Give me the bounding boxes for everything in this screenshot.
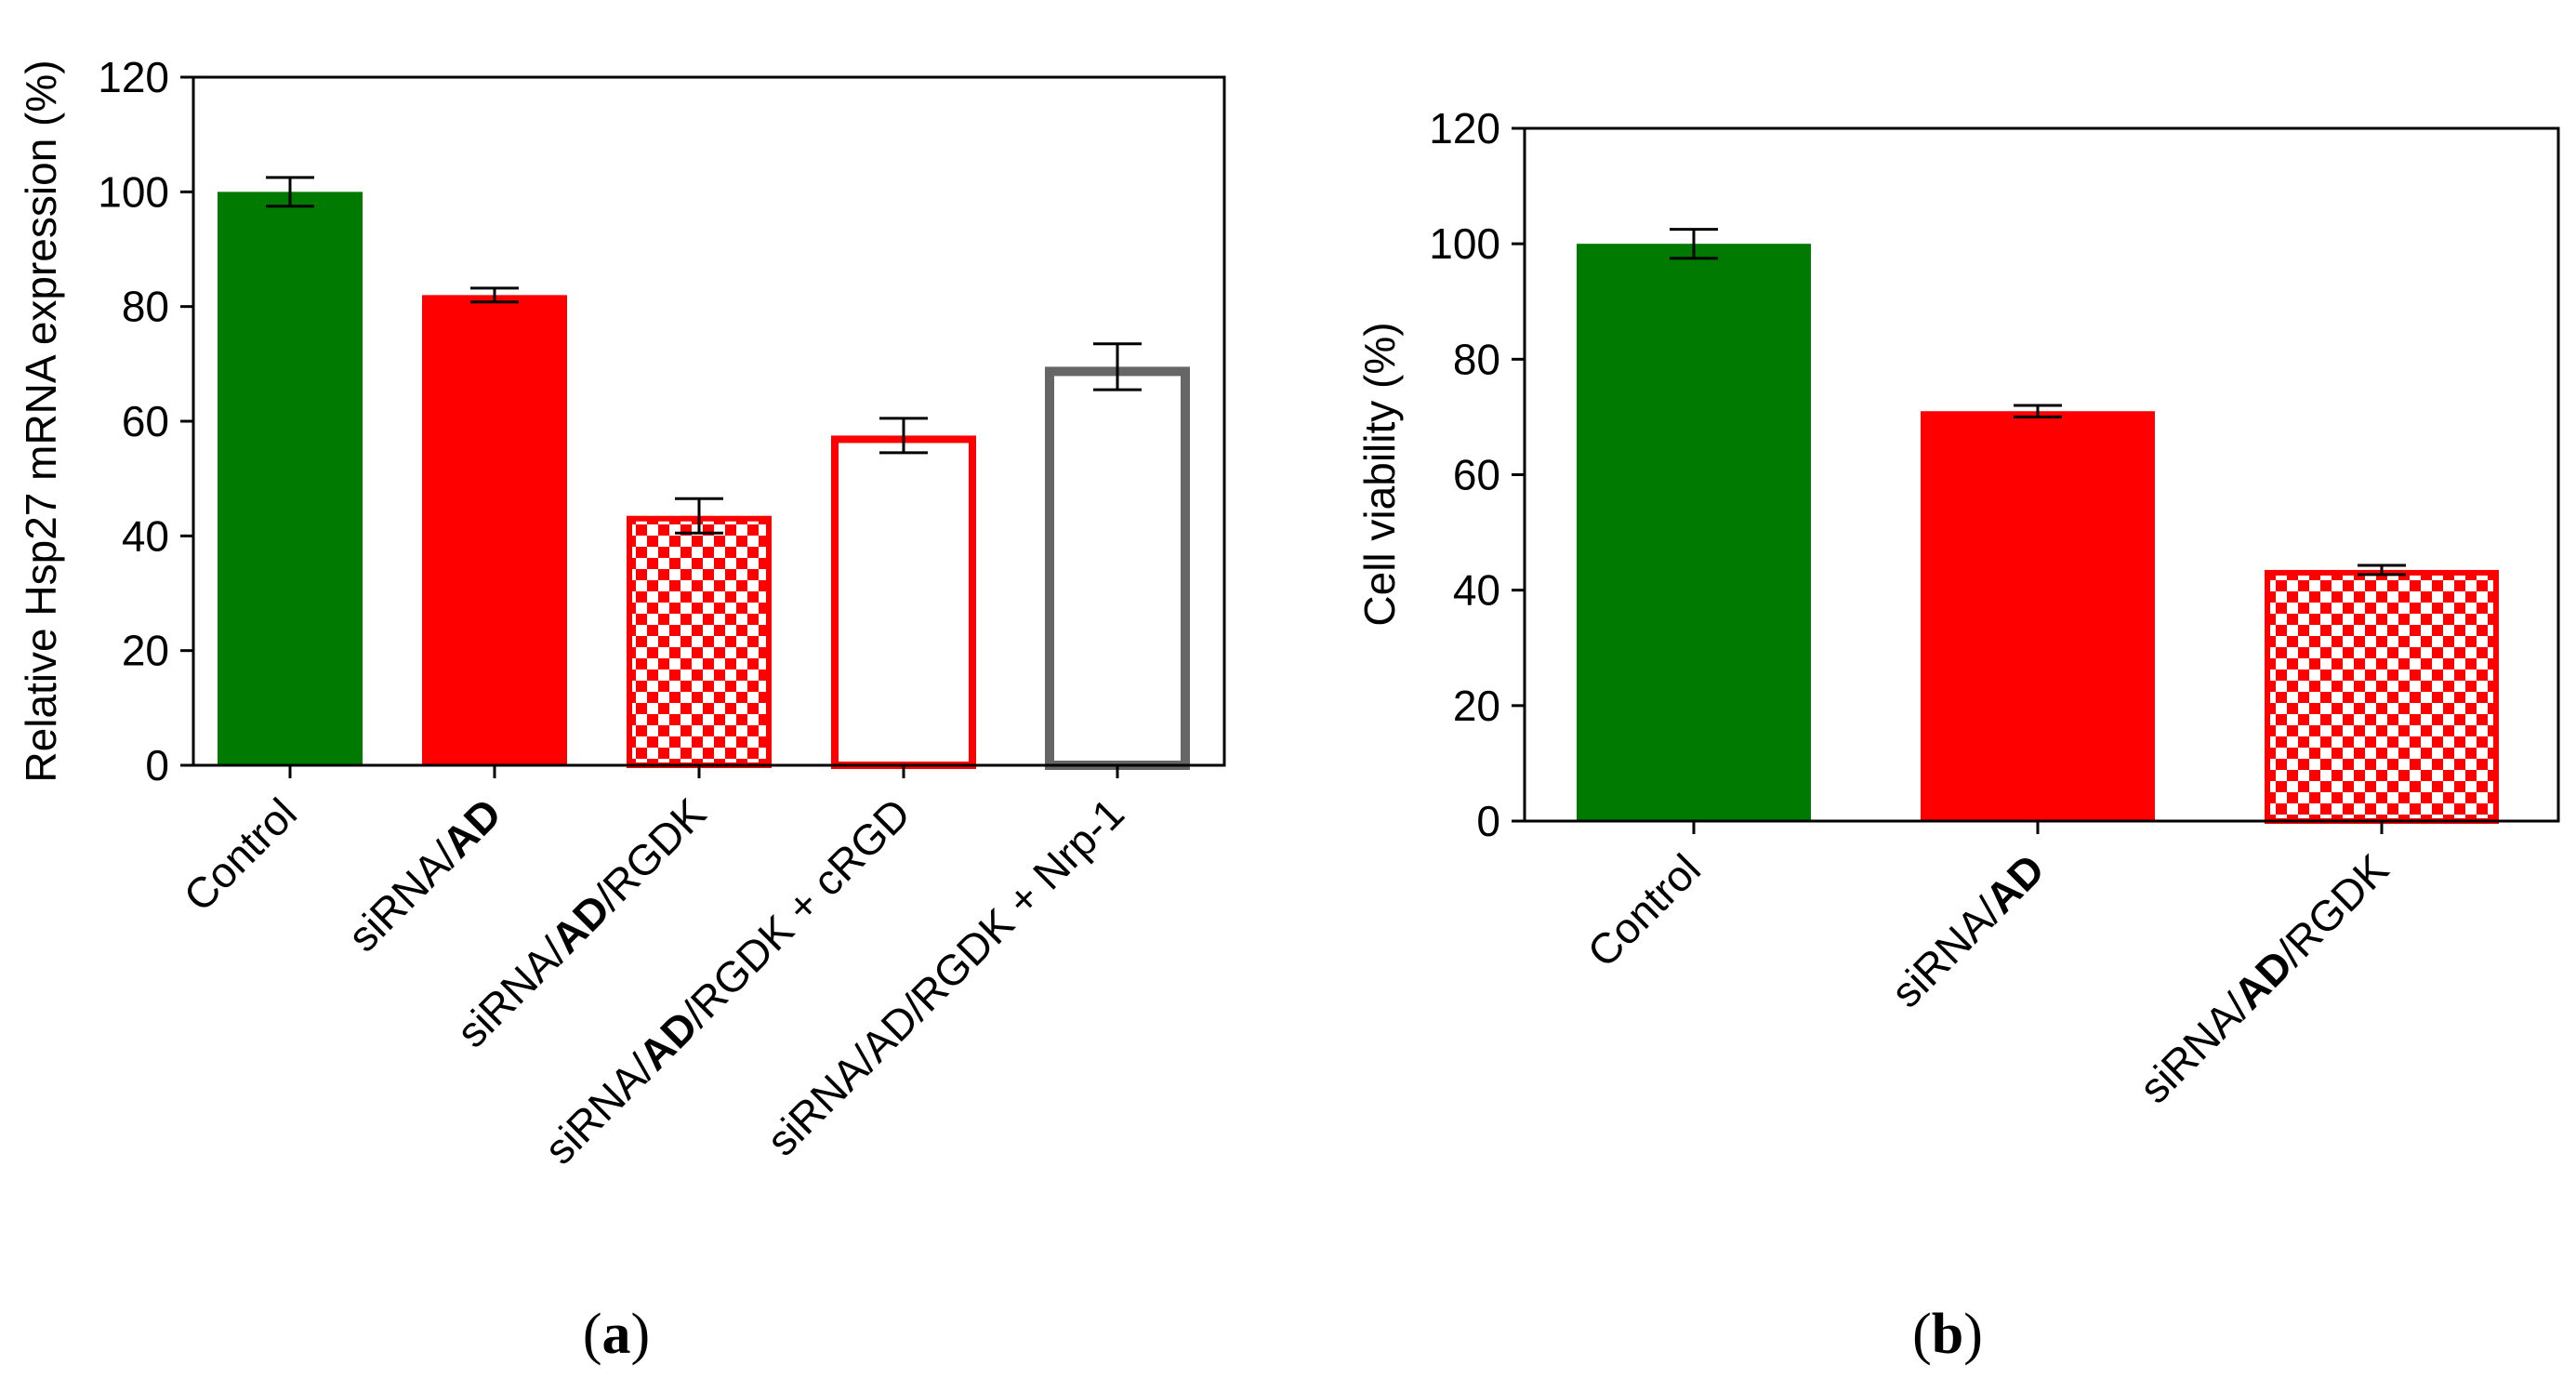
panel-a-bar-4 [831,435,976,769]
panel-a-ytick-label-40: 40 [122,511,169,560]
panel-b-category-label-3-part-1: siRNA/ [2130,984,2258,1112]
panel-a-error-bar-1 [266,176,314,208]
panel-a-bar-3 [627,515,772,768]
panel-a-category-label-1-part-1: Control [174,789,306,921]
panel-a-ytick-label-120: 120 [98,53,169,101]
panel-a-category-label-2-part-1: siRNA/ [338,832,467,961]
panel-a-category-label-5: siRNA/AD/RGDK + Nrp-1 [757,789,1133,1165]
panel-b-ytick-label-20: 20 [1453,682,1500,730]
panel-a-category-label-3-part-3: /RGDK [585,789,715,919]
panel-a-category-label-4: siRNA/AD/RGDK + cRGD [535,789,919,1173]
panel-b-ylabel: Cell viability (%) [1355,322,1404,626]
panel-a-error-bar-2 [470,286,519,304]
chart-panel-b: 0 20 40 60 80 100 120 Cell viability (%) Control… [1355,104,2560,1112]
panel-a-ytick-label-0: 0 [145,741,169,789]
panel-a-error-bar-3 [675,497,723,535]
panel-b-bar-3 [2265,569,2499,824]
panel-b-category-label-2: siRNA/AD [1882,844,2054,1016]
panel-b-bar-1 [1577,244,1811,822]
panel-a-category-label-3-part-1: siRNA/ [447,928,575,1056]
panel-b-ytick-label-80: 80 [1453,335,1500,383]
panel-a-category-label-5-part-1: siRNA/AD/RGDK + Nrp-1 [757,789,1133,1165]
panel-a-error-bar-4 [879,417,928,455]
panel-a-caption: (a) [583,1303,650,1366]
panel-b-category-label-2-part-1: siRNA/ [1882,888,2010,1016]
panel-b-category-label-3-part-3: /RGDK [2267,844,2398,974]
panel-a-category-label-4-part-1: siRNA/ [535,1045,663,1173]
panel-a-bar-5 [1045,366,1190,770]
panel-b-ytick-label-120: 120 [1429,104,1500,152]
panel-b-error-bar-2 [2014,404,2062,418]
panel-b-ytick-label-40: 40 [1453,566,1500,615]
panel-a-ytick-label-80: 80 [122,283,169,331]
panel-a-category-label-2: siRNA/AD [338,789,510,961]
panel-b-ytick-label-60: 60 [1453,451,1500,499]
panel-b-bar-2 [1921,411,2155,821]
chart-panel-a: 0 20 40 60 80 100 120 Relative Hsp27 mRNA expre… [17,53,1226,1173]
panel-a-ylabel: Relative Hsp27 mRNA expression (%) [17,60,65,782]
panel-b-category-label-3: siRNA/AD/RGDK [2130,844,2398,1112]
panel-a-ytick-label-100: 100 [98,167,169,216]
panel-b-ytick-label-0: 0 [1476,797,1500,845]
panel-a-category-label-1: Control [174,789,306,921]
panel-a-ytick-label-20: 20 [122,627,169,675]
panel-a-error-bar-5 [1093,342,1142,391]
panel-a-ytick-label-60: 60 [122,397,169,445]
panel-b-category-label-1: Control [1578,844,1710,976]
panel-b-category-label-1-part-1: Control [1578,844,1710,976]
panel-a-bar-1 [218,192,363,766]
panel-b-error-bar-1 [1670,228,1718,260]
panel-a-bar-2 [422,295,567,765]
panel-b-error-bar-3 [2358,563,2406,577]
panel-b-ytick-label-100: 100 [1429,219,1500,268]
panel-b-caption: (b) [1912,1303,1983,1366]
